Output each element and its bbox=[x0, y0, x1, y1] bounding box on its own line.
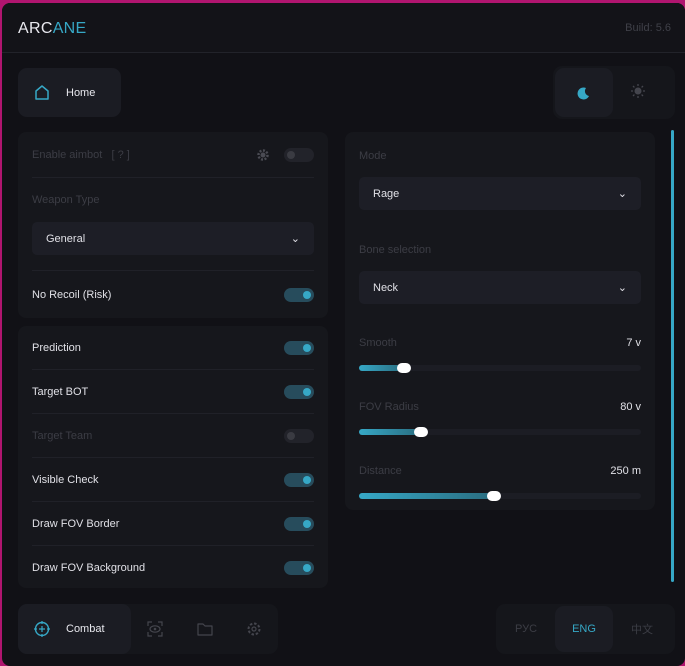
toggle-row: Visible Check bbox=[32, 458, 314, 502]
slider-fill bbox=[359, 493, 495, 499]
toggle-switch[interactable] bbox=[284, 472, 314, 487]
slider-track[interactable] bbox=[359, 491, 641, 501]
combat-tab[interactable]: Combat bbox=[18, 604, 131, 654]
toggle-switch[interactable] bbox=[284, 428, 314, 443]
home-icon bbox=[35, 85, 49, 100]
toggle-row: Draw FOV Background bbox=[32, 546, 314, 588]
toggle-row: Target Team bbox=[32, 414, 314, 458]
slider-track[interactable] bbox=[359, 363, 641, 373]
light-theme-button[interactable] bbox=[630, 83, 646, 104]
aimbot-card: Enable aimbot [ ? ] Weapon Type General ⌄… bbox=[18, 132, 328, 318]
weapon-type-dropdown[interactable]: General ⌄ bbox=[32, 222, 314, 255]
toggle-row: Prediction bbox=[32, 326, 314, 370]
slider-fill bbox=[359, 365, 405, 371]
chevron-down-icon: ⌄ bbox=[617, 282, 627, 294]
settings-tab[interactable] bbox=[246, 621, 262, 642]
slider-thumb[interactable] bbox=[414, 427, 429, 437]
bone-selection-label: Bone selection bbox=[359, 244, 432, 256]
toggle-switch[interactable] bbox=[284, 384, 314, 399]
toggle-switch[interactable] bbox=[284, 561, 314, 575]
sun-icon bbox=[631, 84, 645, 98]
configs-tab[interactable] bbox=[197, 621, 213, 642]
chevron-down-icon: ⌄ bbox=[290, 233, 300, 245]
combat-label: Combat bbox=[66, 623, 105, 635]
help-link[interactable]: [ ? ] bbox=[111, 148, 130, 161]
slider-value: 80 v bbox=[620, 401, 641, 413]
toggle-row: Target BOT bbox=[32, 370, 314, 414]
aim-settings-card: Mode Rage ⌄ Bone selection Neck ⌄ Smooth 7… bbox=[345, 132, 655, 510]
slider-thumb[interactable] bbox=[487, 491, 502, 501]
gear-icon[interactable] bbox=[256, 148, 270, 162]
enable-aimbot-toggle[interactable] bbox=[284, 147, 314, 162]
toggle-row: Draw FOV Border bbox=[32, 502, 314, 546]
language-option[interactable]: ENG bbox=[555, 606, 613, 652]
gear-icon bbox=[247, 622, 261, 636]
mode-dropdown[interactable]: Rage ⌄ bbox=[359, 177, 641, 210]
toggle-label: Prediction bbox=[32, 341, 81, 354]
toggle-label: Target Team bbox=[32, 429, 93, 442]
weapon-type-label: Weapon Type bbox=[32, 194, 100, 206]
slider-label: Smooth bbox=[359, 337, 397, 349]
home-button[interactable]: Home bbox=[18, 68, 121, 117]
mode-label: Mode bbox=[359, 150, 387, 162]
toggle-switch[interactable] bbox=[284, 340, 314, 355]
slider-fill bbox=[359, 429, 422, 435]
dark-theme-button[interactable] bbox=[555, 68, 613, 117]
chevron-down-icon: ⌄ bbox=[617, 188, 627, 200]
slider-thumb[interactable] bbox=[397, 363, 412, 373]
no-recoil-label: No Recoil (Risk) bbox=[32, 288, 112, 301]
folder-icon bbox=[197, 623, 213, 636]
eye-scan-icon bbox=[147, 621, 163, 637]
slider-label: FOV Radius bbox=[359, 401, 419, 413]
toggle-label: Draw FOV Background bbox=[32, 562, 146, 574]
visuals-tab[interactable] bbox=[147, 621, 163, 642]
slider-track[interactable] bbox=[359, 427, 641, 437]
slider-label: Distance bbox=[359, 465, 402, 477]
language-option[interactable]: РУС bbox=[514, 623, 538, 635]
toggle-label: Visible Check bbox=[32, 473, 99, 486]
enable-aimbot-row: Enable aimbot [ ? ] bbox=[32, 132, 314, 178]
slider-value: 250 m bbox=[610, 465, 641, 477]
scrollbar[interactable] bbox=[671, 130, 674, 582]
language-option[interactable]: 中文 bbox=[631, 624, 653, 636]
toggle-label: Draw FOV Border bbox=[32, 517, 120, 530]
home-label: Home bbox=[66, 86, 96, 99]
no-recoil-row: No Recoil (Risk) bbox=[32, 270, 314, 318]
toggle-label: Target BOT bbox=[32, 385, 89, 398]
visuals-toggle-card: Prediction Target BOT Target Team Visible C… bbox=[18, 326, 328, 588]
crosshair-icon bbox=[34, 621, 50, 637]
no-recoil-toggle[interactable] bbox=[284, 287, 314, 302]
build-version: Build: 5.6 bbox=[625, 22, 671, 34]
header: ARCANE Build: 5.6 bbox=[2, 3, 685, 53]
slider-value: 7 v bbox=[626, 337, 641, 349]
logo: ARCANE bbox=[18, 20, 87, 37]
app-window: ARCANE Build: 5.6 Home Enable aimbot [ ?… bbox=[2, 3, 685, 666]
bone-selection-dropdown[interactable]: Neck ⌄ bbox=[359, 271, 641, 304]
enable-aimbot-label: Enable aimbot bbox=[32, 148, 103, 161]
toggle-switch[interactable] bbox=[284, 516, 314, 531]
moon-icon bbox=[577, 86, 589, 99]
